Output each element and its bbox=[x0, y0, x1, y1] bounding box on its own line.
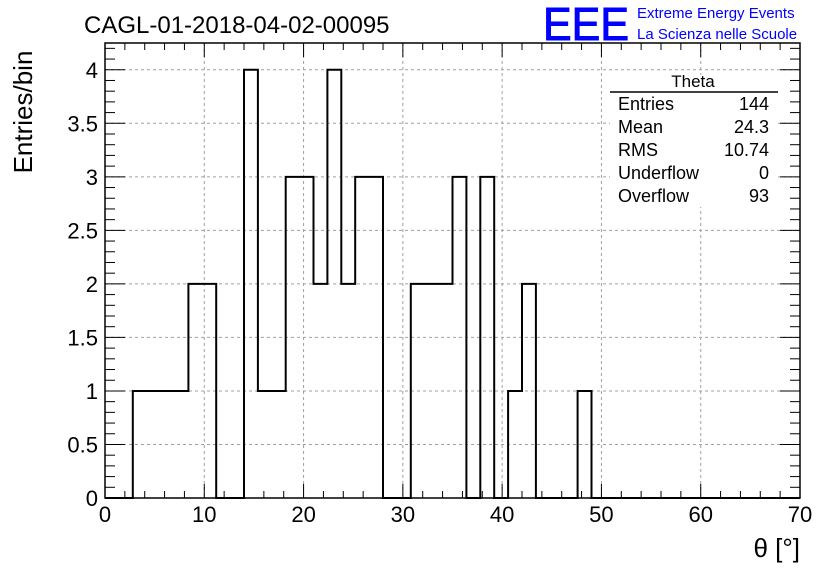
plot-frame bbox=[104, 42, 801, 499]
y-tick-label: 4 bbox=[86, 58, 98, 83]
histogram-bin bbox=[439, 284, 453, 498]
x-axis-label: θ [°] bbox=[753, 533, 800, 563]
y-tick-label: 3.5 bbox=[67, 111, 98, 136]
stats-row-value: 10.74 bbox=[724, 140, 769, 160]
y-tick-label: 0.5 bbox=[67, 432, 98, 457]
axis-tick-labels: 0 10 20 30 40 50 60 70 0 0.5 1 1.5 2 2.5 3 3.5 4 bbox=[67, 58, 812, 527]
y-tick-label: 2.5 bbox=[67, 218, 98, 243]
histogram-bin bbox=[133, 391, 147, 498]
x-tick-label: 70 bbox=[788, 502, 812, 527]
histogram-bin bbox=[480, 177, 494, 498]
y-tick-label: 2 bbox=[86, 272, 98, 297]
x-tick-label: 60 bbox=[688, 502, 712, 527]
stats-row-label: Mean bbox=[618, 117, 663, 137]
x-tick-label: 10 bbox=[192, 502, 216, 527]
y-axis-label: Entries/bin bbox=[8, 51, 38, 174]
histogram-bin bbox=[175, 391, 189, 498]
grid bbox=[105, 43, 800, 498]
stats-row-value: 144 bbox=[739, 94, 769, 114]
stats-row-value: 24.3 bbox=[734, 117, 769, 137]
stats-row-label: Overflow bbox=[618, 186, 690, 206]
chart-title: CAGL-01-2018-04-02-00095 bbox=[84, 12, 390, 39]
eee-logo-line1: Extreme Energy Events bbox=[637, 5, 795, 22]
stats-box-bg bbox=[610, 75, 778, 207]
stats-row-label: RMS bbox=[618, 140, 658, 160]
x-tick-label: 30 bbox=[391, 502, 415, 527]
stats-box: Theta Entries 144 Mean 24.3 RMS 10.74 Underflo… bbox=[610, 72, 778, 207]
stats-row-label: Underflow bbox=[618, 163, 700, 183]
stats-row-label: Entries bbox=[618, 94, 674, 114]
y-tick-label: 1.5 bbox=[67, 325, 98, 350]
stats-box-title: Theta bbox=[671, 72, 715, 91]
stats-row-value: 0 bbox=[759, 163, 769, 183]
stats-row-value: 93 bbox=[749, 186, 769, 206]
eee-logo-line2: La Scienza nelle Scuole bbox=[637, 26, 797, 43]
x-tick-label: 40 bbox=[490, 502, 514, 527]
x-tick-label: 0 bbox=[99, 502, 111, 527]
y-tick-label: 3 bbox=[86, 165, 98, 190]
eee-logo: EEE Extreme Energy Events La Scienza nel… bbox=[543, 0, 798, 51]
x-tick-label: 20 bbox=[291, 502, 315, 527]
axis-ticks bbox=[104, 43, 801, 499]
y-tick-label: 0 bbox=[86, 486, 98, 511]
eee-logo-mark: EEE bbox=[543, 0, 629, 50]
x-tick-label: 50 bbox=[589, 502, 613, 527]
y-tick-label: 1 bbox=[86, 379, 98, 404]
stats-box-rows: Entries 144 Mean 24.3 RMS 10.74 Underflow 0 Over… bbox=[618, 94, 769, 206]
